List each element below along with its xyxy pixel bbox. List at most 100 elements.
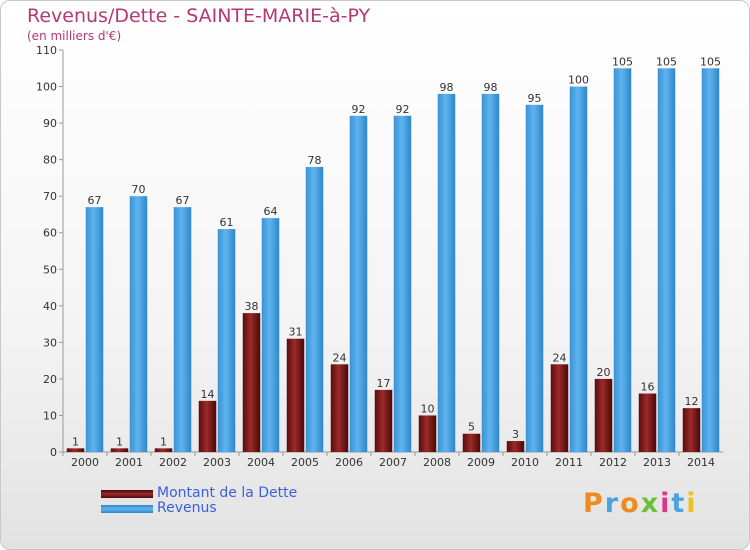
- bar-revenus: [525, 104, 544, 453]
- legend-swatch-revenus: [101, 505, 153, 513]
- chart-subtitle: (en milliers d'€): [27, 29, 122, 43]
- x-tick-label: 2013: [643, 456, 671, 469]
- bar-revenus: [481, 93, 500, 452]
- bar-revenus: [173, 207, 192, 452]
- legend-item-dette: Montant de la Dette: [101, 485, 361, 502]
- data-label-dette: 24: [553, 351, 567, 364]
- data-label-revenus: 64: [264, 205, 278, 218]
- data-label-dette: 24: [333, 351, 347, 364]
- bar-revenus: [613, 68, 632, 452]
- bar-revenus: [569, 86, 588, 452]
- data-label-revenus: 105: [700, 55, 721, 68]
- data-label-dette: 1: [116, 435, 123, 448]
- x-tick-label: 2004: [247, 456, 275, 469]
- data-label-revenus: 67: [176, 194, 190, 207]
- chart-title: Revenus/Dette - SAINTE-MARIE-à-PY: [27, 5, 371, 27]
- legend-label-revenus: Revenus: [157, 500, 217, 516]
- bar-dette: [682, 408, 701, 452]
- bar-revenus: [129, 196, 148, 452]
- x-tick-label: 2003: [203, 456, 231, 469]
- data-label-revenus: 92: [352, 103, 366, 116]
- x-tick-label: 2014: [687, 456, 715, 469]
- x-tick-label: 2007: [379, 456, 407, 469]
- bar-dette: [638, 393, 657, 452]
- data-label-revenus: 105: [656, 55, 677, 68]
- data-label-dette: 3: [512, 428, 519, 441]
- data-label-revenus: 98: [440, 81, 454, 94]
- x-tick-label: 2006: [335, 456, 363, 469]
- y-tick-label: 0: [50, 446, 57, 459]
- chart-legend: Montant de la Dette Revenus: [101, 485, 361, 517]
- bar-dette: [418, 415, 437, 452]
- bar-dette: [374, 389, 393, 452]
- bar-dette: [286, 338, 305, 452]
- bar-dette: [110, 448, 129, 452]
- y-tick-label: 30: [43, 336, 57, 349]
- legend-label-dette: Montant de la Dette: [157, 485, 298, 501]
- x-tick-label: 2008: [423, 456, 451, 469]
- bar-dette: [198, 400, 217, 452]
- bar-dette: [550, 364, 569, 452]
- data-label-dette: 20: [597, 366, 611, 379]
- y-tick-label: 80: [43, 154, 57, 167]
- bar-revenus: [261, 218, 280, 452]
- bar-revenus: [393, 115, 412, 453]
- data-label-revenus: 105: [612, 55, 633, 68]
- bar-revenus: [305, 166, 324, 453]
- x-tick-label: 2002: [159, 456, 187, 469]
- data-label-revenus: 95: [528, 92, 542, 105]
- x-tick-label: 2001: [115, 456, 143, 469]
- y-tick-label: 20: [43, 373, 57, 386]
- legend-item-revenus: Revenus: [101, 500, 361, 517]
- bar-revenus: [85, 207, 104, 452]
- y-tick-label: 40: [43, 300, 57, 313]
- y-tick-label: 10: [43, 409, 57, 422]
- bar-dette: [154, 448, 173, 452]
- bar-dette: [330, 364, 349, 452]
- x-tick-label: 2005: [291, 456, 319, 469]
- x-tick-label: 2012: [599, 456, 627, 469]
- bar-revenus: [437, 93, 456, 452]
- data-label-dette: 16: [641, 381, 655, 394]
- data-label-dette: 31: [289, 326, 303, 339]
- chart-data-labels: 1 67 1 70 1 67 14 61 38 64 31 78 24 92 17 92 10 98 5 98 3 95 2…: [72, 55, 721, 448]
- chart-bars: [66, 68, 720, 453]
- bar-revenus: [701, 68, 720, 452]
- bar-revenus: [349, 115, 368, 453]
- bar-revenus: [217, 229, 236, 452]
- x-tick-label: 2000: [71, 456, 99, 469]
- data-label-revenus: 61: [220, 216, 234, 229]
- y-tick-label: 50: [43, 263, 57, 276]
- x-tick-label: 2011: [555, 456, 583, 469]
- bar-revenus: [657, 68, 676, 452]
- data-label-revenus: 98: [484, 81, 498, 94]
- data-label-dette: 1: [160, 435, 167, 448]
- y-tick-label: 60: [43, 227, 57, 240]
- data-label-revenus: 67: [88, 194, 102, 207]
- data-label-revenus: 100: [568, 74, 589, 87]
- bar-dette: [594, 378, 613, 452]
- data-label-revenus: 70: [132, 183, 146, 196]
- data-label-dette: 10: [421, 402, 435, 415]
- x-tick-label: 2009: [467, 456, 495, 469]
- bar-dette: [66, 448, 85, 452]
- y-tick-label: 100: [36, 81, 57, 94]
- y-tick-label: 110: [36, 44, 57, 57]
- bar-dette: [462, 433, 481, 452]
- data-label-dette: 1: [72, 435, 79, 448]
- data-label-dette: 38: [245, 300, 259, 313]
- data-label-revenus: 78: [308, 154, 322, 167]
- data-label-dette: 5: [468, 421, 475, 434]
- legend-swatch-dette: [101, 490, 153, 498]
- x-tick-label: 2010: [511, 456, 539, 469]
- bar-dette: [242, 313, 261, 452]
- data-label-dette: 14: [201, 388, 215, 401]
- y-tick-label: 70: [43, 190, 57, 203]
- bar-dette: [506, 441, 525, 452]
- proxiti-logo: Proxiti: [583, 488, 698, 519]
- data-label-dette: 12: [685, 395, 699, 408]
- y-tick-label: 90: [43, 117, 57, 130]
